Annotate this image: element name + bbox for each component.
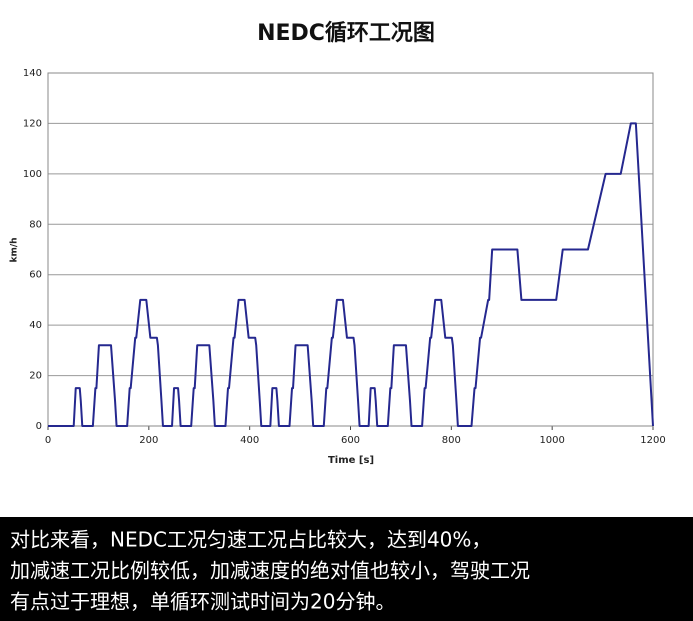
x-tick-label: 600 <box>341 435 360 446</box>
caption: 对比来看，NEDC工况匀速工况占比较大，达到40%， 加减速工况比例较低，加减速度… <box>10 528 530 614</box>
x-tick-label: 800 <box>442 435 461 446</box>
y-tick-label: 120 <box>23 118 42 129</box>
plot-frame <box>47 72 654 427</box>
x-tick-label: 400 <box>240 435 259 446</box>
chart-title: NEDC循环工况图 <box>257 20 435 46</box>
y-tick-label: 100 <box>23 169 42 180</box>
caption-line: 有点过于理想，单循环测试时间为20分钟。 <box>10 590 395 614</box>
caption-line: 加减速工况比例较低，加减速度的绝对值也较小，驾驶工况 <box>10 559 530 583</box>
x-tick-label: 200 <box>139 435 158 446</box>
x-tick-label: 0 <box>45 435 51 446</box>
caption-box <box>0 517 693 621</box>
y-tick-label: 40 <box>29 320 42 331</box>
y-tick-label: 0 <box>36 421 42 432</box>
y-axis-label: km/h <box>10 237 20 262</box>
x-tick-label: 1200 <box>640 435 665 446</box>
y-tick-label: 60 <box>29 270 42 281</box>
y-tick-label: 20 <box>29 371 42 382</box>
caption-line: 对比来看，NEDC工况匀速工况占比较大，达到40%， <box>10 528 491 552</box>
y-tick-label: 80 <box>29 219 42 230</box>
x-tick-label: 1000 <box>539 435 564 446</box>
speed-line <box>48 122 654 427</box>
y-tick-label: 140 <box>23 68 42 79</box>
x-axis-label: Time [s] <box>328 455 374 466</box>
